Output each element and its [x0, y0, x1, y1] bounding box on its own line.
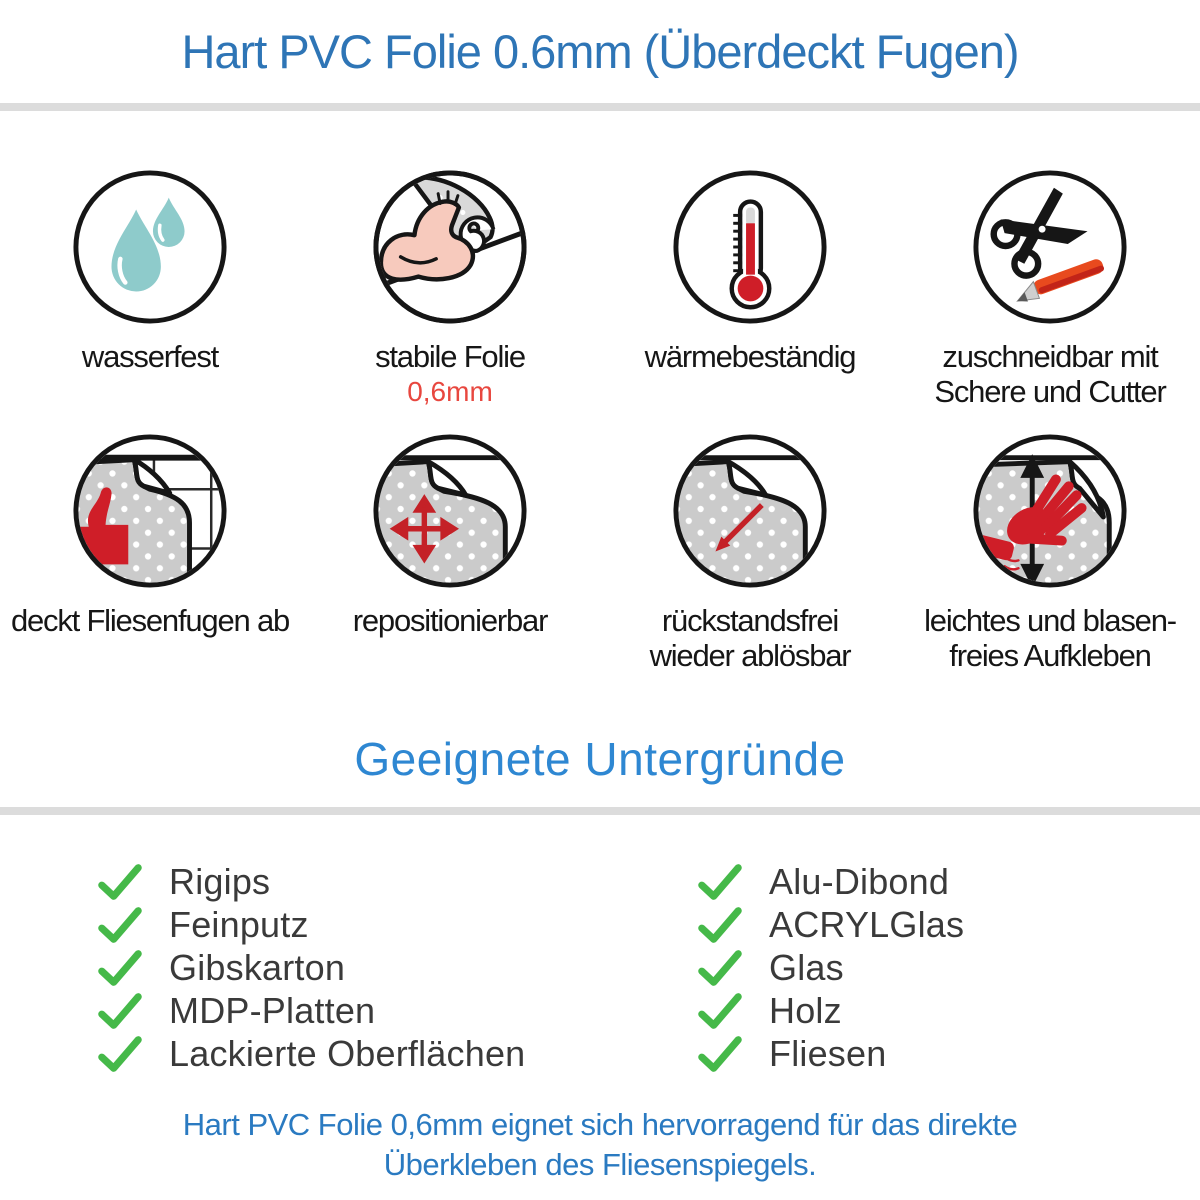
list-item: ACRYLGlas: [695, 903, 1200, 946]
list-item-label: Glas: [769, 946, 844, 988]
tile-cover-thumbs-up-icon: [71, 432, 229, 590]
checkmark-icon: [698, 1035, 742, 1072]
checkmark-icon: [698, 863, 742, 900]
list-item-label: Feinputz: [169, 903, 309, 945]
feature-label: repositionierbar: [352, 603, 549, 638]
checkmark-icon: [698, 949, 742, 986]
feature-label: wasserfest: [81, 339, 219, 374]
feature-aufkleben: leichtes und blasen- freies Aufkleben: [900, 432, 1200, 696]
checkmark-icon: [98, 949, 142, 986]
feature-grid: wasserfest stabile Folie: [0, 111, 1200, 696]
subsurface-list: Rigips Feinputz Gibskarton MDP-Platten L…: [0, 860, 1200, 1075]
thermometer-icon: [671, 168, 829, 326]
feature-label: zuschneidbar mit Schere und Cutter: [934, 339, 1166, 410]
subsurface-column-right: Alu-Dibond ACRYLGlas Glas Holz Fliesen: [670, 860, 1200, 1075]
feature-fliesenfugen: deckt Fliesenfugen ab: [0, 432, 300, 696]
scissors-cutter-icon: [971, 168, 1129, 326]
feature-repositionierbar: repositionierbar: [300, 432, 600, 696]
list-item: Alu-Dibond: [695, 860, 1200, 903]
divider-bar-top: [0, 103, 1200, 111]
list-item-label: Holz: [769, 989, 842, 1031]
checkmark-icon: [698, 906, 742, 943]
reposition-arrows-icon: [371, 432, 529, 590]
feature-sublabel: 0,6mm: [407, 376, 493, 408]
list-item: Rigips: [95, 860, 670, 903]
list-item: Feinputz: [95, 903, 670, 946]
feature-label: wärmebeständig: [644, 339, 857, 374]
feature-waermebestaendig: wärmebeständig: [600, 168, 900, 432]
feature-stabile-folie: stabile Folie 0,6mm: [300, 168, 600, 432]
list-item-label: ACRYLGlas: [769, 903, 965, 945]
peel-off-arrow-icon: [671, 432, 829, 590]
section-heading: Geeignete Untergründe: [354, 733, 846, 785]
list-item-label: Rigips: [169, 860, 271, 902]
list-item: Gibskarton: [95, 946, 670, 989]
feature-label: deckt Fliesenfugen ab: [10, 603, 290, 638]
list-item-label: MDP-Platten: [169, 989, 376, 1031]
checkmark-icon: [98, 1035, 142, 1072]
feature-rueckstandsfrei: rückstandsfrei wieder ablösbar: [600, 432, 900, 696]
feature-label: rückstandsfrei wieder ablösbar: [649, 603, 852, 674]
feature-label: leichtes und blasen- freies Aufkleben: [924, 603, 1177, 674]
divider-bar-middle: [0, 807, 1200, 815]
list-item: Fliesen: [695, 1032, 1200, 1075]
footer-note: Hart PVC Folie 0,6mm eignet sich hervorr…: [0, 1105, 1200, 1186]
feature-wasserfest: wasserfest: [0, 168, 300, 432]
list-item-label: Gibskarton: [169, 946, 346, 988]
list-item-label: Lackierte Oberflächen: [169, 1032, 526, 1074]
muscle-film-roll-icon: [371, 168, 529, 326]
feature-label: stabile Folie: [375, 339, 526, 374]
list-item-label: Fliesen: [769, 1032, 887, 1074]
list-item: MDP-Platten: [95, 989, 670, 1032]
list-item: Lackierte Oberflächen: [95, 1032, 670, 1075]
list-item: Glas: [695, 946, 1200, 989]
checkmark-icon: [98, 863, 142, 900]
page-title: Hart PVC Folie 0.6mm (Überdeckt Fugen): [181, 25, 1019, 78]
footer-line-2: Überkleben des Fliesenspiegels.: [383, 1147, 817, 1183]
checkmark-icon: [698, 992, 742, 1029]
hand-smoothing-icon: [971, 432, 1129, 590]
feature-zuschneidbar: zuschneidbar mit Schere und Cutter: [900, 168, 1200, 432]
water-drops-icon: [71, 168, 229, 326]
list-item: Holz: [695, 989, 1200, 1032]
footer-line-1: Hart PVC Folie 0,6mm eignet sich hervorr…: [182, 1107, 1018, 1142]
checkmark-icon: [98, 992, 142, 1029]
subsurface-column-left: Rigips Feinputz Gibskarton MDP-Platten L…: [95, 860, 670, 1075]
header: Hart PVC Folie 0.6mm (Überdeckt Fugen): [0, 0, 1200, 103]
list-item-label: Alu-Dibond: [769, 860, 950, 902]
checkmark-icon: [98, 906, 142, 943]
